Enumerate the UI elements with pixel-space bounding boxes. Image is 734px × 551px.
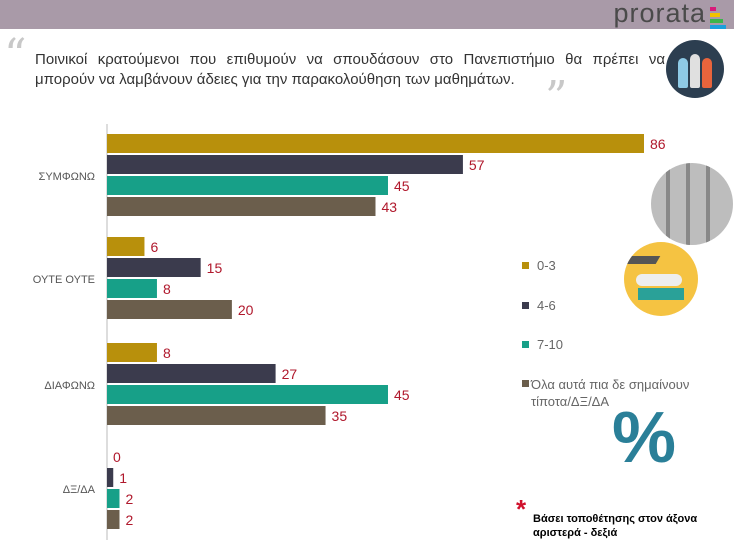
- bar: [107, 406, 326, 425]
- category-label: ΟΥΤΕ ΟΥΤΕ: [33, 274, 95, 286]
- asterisk-icon: *: [516, 494, 527, 524]
- category-label: ΣΥΜΦΩΝΩ: [39, 171, 95, 183]
- bar: [107, 176, 388, 195]
- bar: [107, 343, 157, 362]
- bar: [107, 197, 376, 216]
- category-label: ΔΙΑΦΩΝΩ: [44, 380, 95, 392]
- data-label: 2: [125, 491, 133, 507]
- bar: [107, 134, 644, 153]
- bar: [107, 364, 276, 383]
- logo-mark-icon: [710, 7, 726, 29]
- data-label: 8: [163, 345, 171, 361]
- bar: [107, 489, 120, 508]
- logo: prorata: [613, 0, 706, 28]
- bar: [107, 237, 145, 256]
- legend-item-4-6: 4-6: [522, 298, 556, 313]
- data-label: 45: [394, 178, 410, 194]
- legend-item-7-10: 7-10: [522, 337, 563, 352]
- data-label: 1: [119, 470, 127, 486]
- data-label: 20: [238, 302, 254, 318]
- bar: [107, 510, 120, 529]
- close-quote-icon: ”: [545, 72, 568, 123]
- data-label: 8: [163, 281, 171, 297]
- bar: [107, 385, 388, 404]
- bar: [107, 279, 157, 298]
- data-label: 15: [207, 260, 223, 276]
- data-label: 57: [469, 157, 485, 173]
- data-label: 27: [282, 366, 298, 382]
- data-label: 86: [650, 136, 666, 152]
- bar: [107, 258, 201, 277]
- bar: [107, 468, 114, 487]
- data-label: 0: [113, 449, 121, 465]
- data-label: 2: [125, 512, 133, 528]
- legend-item-none: Όλα αυτά πια δε σημαίνουν τίποτα/ΔΞ/ΔΑ: [522, 376, 732, 410]
- data-label: 35: [332, 408, 348, 424]
- data-label: 6: [150, 239, 158, 255]
- prison-bars-icon: [651, 163, 733, 245]
- data-label: 43: [382, 199, 398, 215]
- open-quote-icon: “: [4, 30, 27, 81]
- bar: [107, 300, 232, 319]
- question-title: Ποινικοί κρατούμενοι που επιθυμούν να σπ…: [35, 51, 665, 88]
- people-icon: [666, 40, 724, 98]
- data-label: 45: [394, 387, 410, 403]
- graduation-books-icon: [624, 242, 698, 316]
- legend-item-0-3: 0-3: [522, 258, 556, 273]
- footnote: Βάσει τοποθέτησης στον άξονα αριστερά - …: [533, 513, 698, 539]
- percent-icon: %: [612, 398, 677, 478]
- bar: [107, 155, 463, 174]
- category-label: ΔΞ/ΔΑ: [63, 484, 96, 496]
- header-bar: prorata: [0, 0, 734, 29]
